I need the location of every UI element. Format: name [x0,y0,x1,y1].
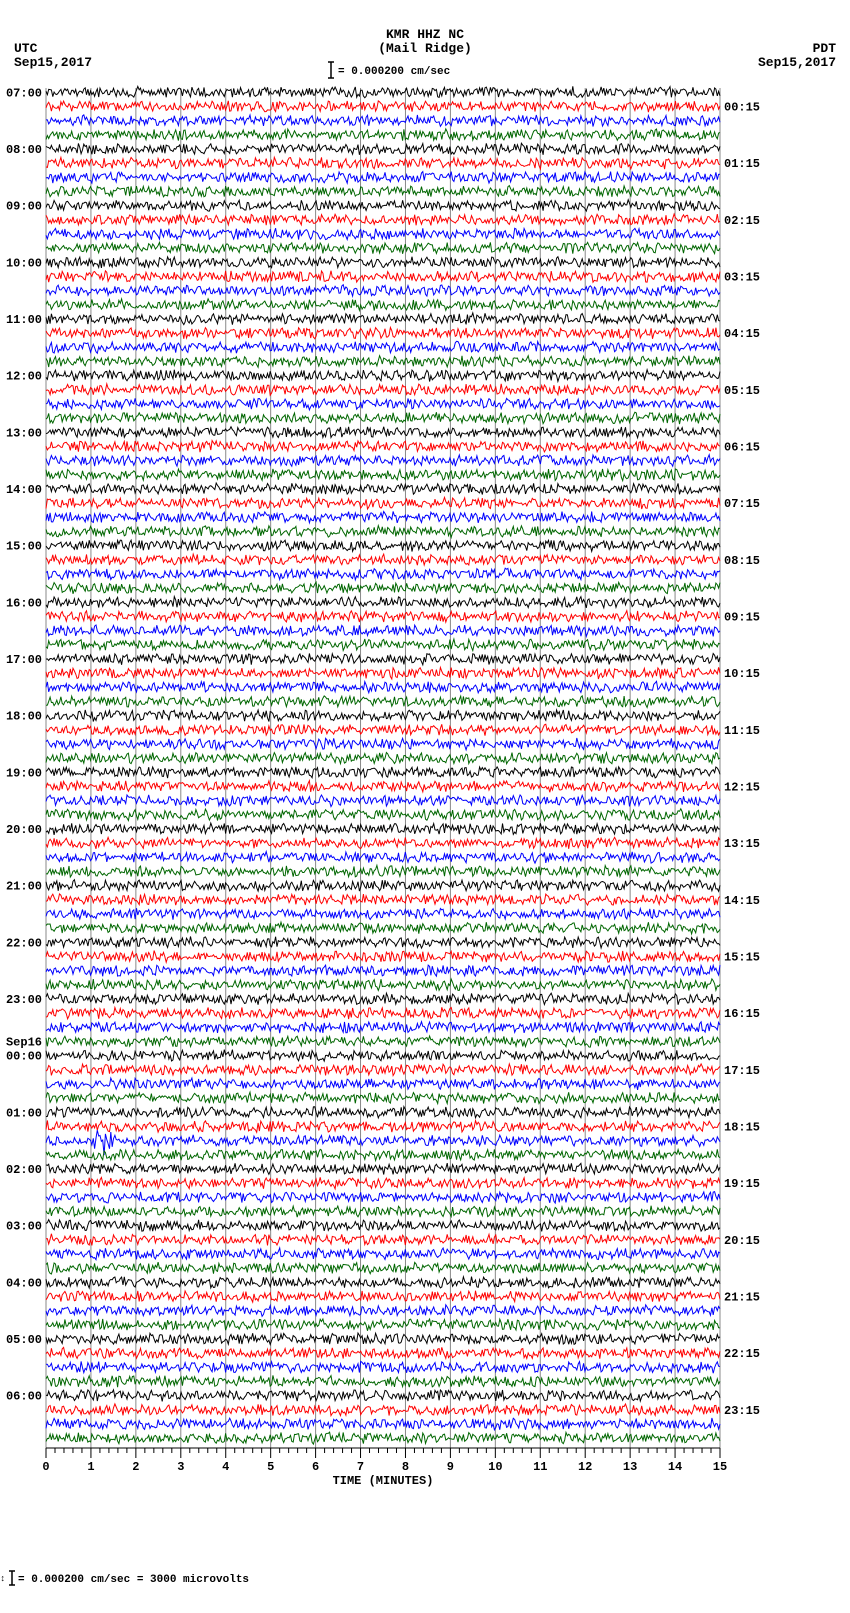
left-hour-label: 06:00 [6,1390,42,1404]
right-hour-label: 17:15 [724,1064,760,1078]
left-hour-label: 17:00 [6,653,42,667]
right-hour-label: 13:15 [724,837,760,851]
left-hour-label: 07:00 [6,86,42,100]
left-date: Sep15,2017 [14,55,92,70]
left-hour-label: 00:00 [6,1050,42,1064]
right-hour-label: 06:15 [724,440,760,454]
right-hour-label: 09:15 [724,610,760,624]
title-line1: KMR HHZ NC [386,27,464,42]
right-hour-label: 00:15 [724,100,760,114]
x-tick-label: 4 [222,1460,229,1474]
left-date-prefix: Sep16 [6,1036,42,1050]
footer-scale-line: = 0.000200 cm/sec = 3000 microvolts [18,1574,249,1586]
scale-bar-text: = 0.000200 cm/sec [338,66,450,78]
right-hour-label: 01:15 [724,157,760,171]
x-tick-label: 10 [488,1460,502,1474]
right-hour-label: 10:15 [724,667,760,681]
right-hour-label: 11:15 [724,724,760,738]
right-hour-label: 22:15 [724,1347,760,1361]
x-tick-label: 9 [447,1460,454,1474]
left-hour-label: 15:00 [6,540,42,554]
right-hour-label: 18:15 [724,1120,760,1134]
right-hour-label: 07:15 [724,497,760,511]
right-hour-label: 05:15 [724,384,760,398]
left-hour-label: 23:00 [6,993,42,1007]
left-hour-label: 01:00 [6,1106,42,1120]
right-hour-label: 19:15 [724,1177,760,1191]
right-tz: PDT [813,41,837,56]
left-hour-label: 12:00 [6,370,42,384]
x-tick-label: 5 [267,1460,274,1474]
left-hour-label: 21:00 [6,880,42,894]
left-hour-label: 03:00 [6,1220,42,1234]
x-tick-label: 3 [177,1460,184,1474]
x-tick-label: 13 [623,1460,637,1474]
right-hour-label: 16:15 [724,1007,760,1021]
left-hour-label: 02:00 [6,1163,42,1177]
x-tick-label: 1 [87,1460,94,1474]
seismogram-container: KMR HHZ NC(Mail Ridge)UTCSep15,2017PDTSe… [0,0,850,1613]
left-hour-label: 14:00 [6,483,42,497]
x-tick-label: 12 [578,1460,592,1474]
x-axis-label: TIME (MINUTES) [333,1474,434,1488]
left-hour-label: 16:00 [6,596,42,610]
x-tick-label: 2 [132,1460,139,1474]
x-tick-label: 15 [713,1460,727,1474]
x-tick-label: 11 [533,1460,547,1474]
svg-text:↕: ↕ [0,1574,5,1584]
right-hour-label: 08:15 [724,554,760,568]
right-date: Sep15,2017 [758,55,836,70]
x-tick-label: 7 [357,1460,364,1474]
left-hour-label: 22:00 [6,936,42,950]
left-hour-label: 05:00 [6,1333,42,1347]
left-hour-label: 13:00 [6,426,42,440]
right-hour-label: 21:15 [724,1290,760,1304]
right-hour-label: 14:15 [724,894,760,908]
right-hour-label: 15:15 [724,950,760,964]
right-hour-label: 03:15 [724,270,760,284]
x-tick-label: 0 [42,1460,49,1474]
right-hour-label: 12:15 [724,780,760,794]
left-hour-label: 19:00 [6,766,42,780]
left-tz: UTC [14,41,38,56]
left-hour-label: 11:00 [6,313,42,327]
title-line2: (Mail Ridge) [378,41,472,56]
x-tick-label: 8 [402,1460,409,1474]
left-hour-label: 20:00 [6,823,42,837]
right-hour-label: 20:15 [724,1234,760,1248]
left-hour-label: 18:00 [6,710,42,724]
x-tick-label: 6 [312,1460,319,1474]
left-hour-label: 10:00 [6,256,42,270]
left-hour-label: 09:00 [6,200,42,214]
right-hour-label: 02:15 [724,214,760,228]
right-hour-label: 04:15 [724,327,760,341]
x-tick-label: 14 [668,1460,682,1474]
right-hour-label: 23:15 [724,1404,760,1418]
left-hour-label: 04:00 [6,1276,42,1290]
left-hour-label: 08:00 [6,143,42,157]
seismogram-svg: KMR HHZ NC(Mail Ridge)UTCSep15,2017PDTSe… [0,0,850,1613]
